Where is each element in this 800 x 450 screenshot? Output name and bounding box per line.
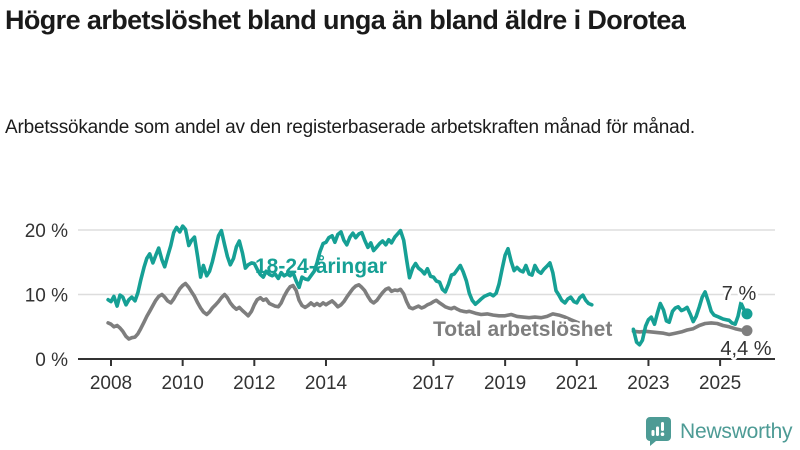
- line-18-24-åringar-seg1: [631, 290, 749, 347]
- chart-subtitle: Arbetssökande som andel av den registerb…: [5, 117, 695, 138]
- unemployment-line-chart: 0 % 10 % 20 % 2008 2010 2012 2014 2017 2019 2021…: [0, 205, 800, 405]
- newsworthy-logo-text: Newsworthy: [680, 419, 793, 443]
- x-tick-label-2010: 2010: [162, 373, 204, 394]
- x-tick-label-2025: 2025: [699, 373, 741, 394]
- x-tick-label-2012: 2012: [233, 373, 275, 394]
- x-tick-label-2021: 2021: [556, 373, 598, 394]
- line-18-24-åringar-seg0: [106, 224, 594, 308]
- newsworthy-bubble-icon: [646, 417, 671, 446]
- line-Total arbetslöshet-seg0: [106, 281, 594, 341]
- end-dot-Total arbetslöshet: [741, 325, 753, 337]
- x-tick-label-2017: 2017: [412, 373, 454, 394]
- x-tick-label-2023: 2023: [627, 373, 669, 394]
- x-tick-label-2019: 2019: [484, 373, 526, 394]
- newsworthy-logo[interactable]: Newsworthy: [645, 416, 793, 447]
- chart-canvas: 0 % 10 % 20 % 2008 2010 2012 2014 2017 2019 2021…: [25, 221, 775, 394]
- x-tick-label-2014: 2014: [305, 373, 348, 394]
- series-label-young: 18-24-åringar: [255, 255, 387, 278]
- page-title: Högre arbetslöshet bland unga än bland ä…: [5, 5, 686, 35]
- end-dot-18-24-åringar: [741, 308, 753, 320]
- y-tick-label-20: 20 %: [25, 221, 68, 242]
- y-tick-label-10: 10 %: [25, 286, 68, 307]
- series-end-dots: [741, 308, 753, 337]
- y-axis-labels: 0 % 10 % 20 %: [25, 221, 68, 371]
- y-tick-label-0: 0 %: [35, 350, 68, 371]
- x-tick-label-2008: 2008: [90, 373, 132, 394]
- line-Total arbetslöshet-seg1: [631, 321, 749, 337]
- x-axis: [78, 358, 775, 366]
- end-value-label-young: 7 %: [722, 283, 757, 305]
- end-value-label-total: 4,4 %: [720, 338, 771, 360]
- x-axis-labels: 2008 2010 2012 2014 2017 2019 2021 2023 2025: [90, 373, 741, 394]
- series-label-total: Total arbetslöshet: [433, 318, 612, 341]
- series-lines: [106, 224, 749, 347]
